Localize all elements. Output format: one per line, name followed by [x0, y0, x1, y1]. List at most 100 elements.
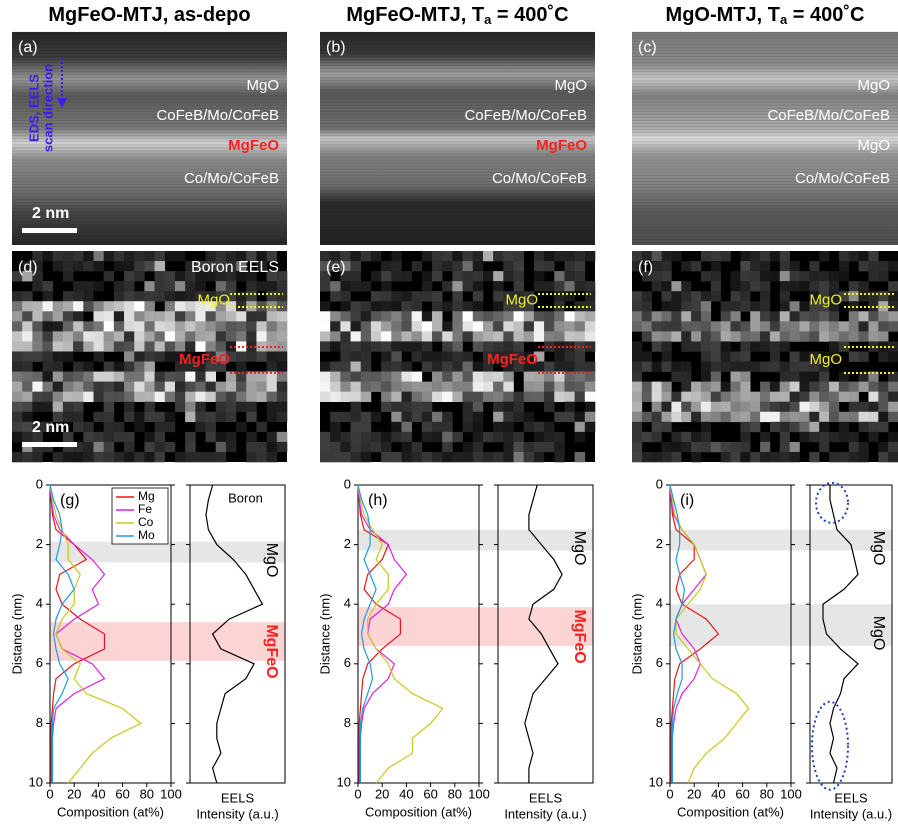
eels-pixel [22, 261, 33, 272]
layer-band [50, 541, 285, 563]
eels-pixel [340, 331, 351, 342]
eels-pixel [225, 381, 237, 392]
eels-pixel [370, 331, 382, 342]
eels-pixel [62, 451, 74, 463]
eels-pixel [462, 321, 474, 332]
eels-pixel [370, 411, 382, 423]
eels-pixel [154, 341, 166, 352]
eels-pixel [671, 441, 682, 453]
panel-label: (d) [18, 259, 38, 276]
eels-pixel [819, 421, 830, 433]
y-tick-label: 0 [344, 476, 351, 491]
eels-pixel [710, 391, 721, 403]
eels-pixel [554, 451, 565, 463]
eels-pixel [134, 301, 145, 312]
eels-pixel [789, 411, 800, 423]
eels-pixel [888, 381, 898, 392]
eels-pixel [185, 361, 196, 372]
eels-pixel [83, 261, 94, 272]
eels-pixel [185, 401, 196, 413]
eels-pixel [32, 301, 43, 312]
eels-pixel [789, 391, 800, 403]
eels-pixel [52, 321, 64, 332]
eels-pixel [513, 391, 525, 403]
eels-pixel [93, 301, 104, 312]
eels-pixel [442, 281, 453, 292]
eels-pixel [12, 341, 23, 352]
eels-pixel [523, 381, 535, 392]
eels-pixel [205, 311, 217, 322]
eels-pixel [124, 251, 135, 262]
eels-pixel [710, 341, 721, 352]
eels-pixel [493, 301, 504, 312]
x-tick-label: 20 [687, 786, 701, 801]
eels-pixel [868, 371, 879, 382]
eels-pixel [710, 361, 721, 372]
eels-pixel [225, 401, 237, 413]
eels-pixel [113, 291, 125, 302]
eels-pixel [691, 301, 702, 312]
eels-pixel [266, 441, 278, 453]
eels-pixel [681, 441, 692, 453]
eels-pixel [533, 441, 545, 453]
eels-pixel [52, 451, 64, 463]
y-tick-label: 6 [656, 655, 663, 670]
eels-pixel [52, 261, 64, 272]
eels-pixel [391, 451, 402, 463]
eels-pixel [710, 321, 721, 332]
eels-pixel [236, 371, 247, 382]
eels-pixel [462, 381, 474, 392]
eels-pixel [878, 401, 889, 413]
eels-pixel [350, 421, 362, 433]
eels-pixel [432, 421, 443, 433]
eels-pixel [195, 291, 206, 302]
eels-pixel [391, 401, 402, 413]
eels-pixel [819, 281, 830, 292]
layer-label: MgO [554, 77, 587, 94]
eels-pixel [472, 251, 484, 262]
eels-pixel [720, 351, 731, 362]
eels-pixel [411, 301, 423, 312]
eels-pixel [533, 321, 545, 332]
eels-pixel [493, 281, 504, 292]
eels-pixel [195, 411, 206, 423]
eels-pixel [888, 401, 898, 413]
eels-pixel [381, 271, 392, 282]
eels-pixel [564, 401, 575, 413]
eels-pixel [113, 451, 125, 463]
eels-pixel [62, 411, 74, 423]
eels-pixel [144, 281, 155, 292]
profile-line [669, 484, 686, 783]
eels-pixel [381, 351, 392, 362]
eels-pixel [829, 301, 840, 312]
eels-pixel [411, 261, 423, 272]
eels-pixel [124, 401, 135, 413]
map-layer-label: MgO [809, 351, 842, 368]
eels-pixel [432, 371, 443, 382]
eels-pixel [700, 331, 712, 342]
eels-pixel [421, 351, 433, 362]
y-tick-label: 0 [36, 476, 43, 491]
profile-line [524, 484, 563, 783]
eels-pixel [829, 281, 840, 292]
eels-pixel [691, 331, 702, 342]
eels-pixel [215, 331, 227, 342]
eels-pixel [320, 281, 331, 292]
eels-pixel [154, 351, 166, 362]
eels-pixel [651, 281, 662, 292]
eels-pixel [134, 291, 145, 302]
eels-pixel [858, 291, 869, 302]
band-label: MgFeO [263, 624, 280, 678]
eels-pixel [442, 321, 453, 332]
eels-pixel [829, 271, 840, 282]
eels-pixel [632, 401, 643, 413]
eels-pixel [829, 401, 840, 413]
eels-pixel [411, 291, 423, 302]
eels-pixel [809, 371, 820, 382]
eels-pixel [799, 431, 810, 443]
eels-pixel [503, 301, 514, 312]
eels-pixel [888, 431, 898, 443]
eels-pixel [103, 431, 115, 443]
eels-pixel [73, 261, 84, 272]
eels-pixel [740, 321, 751, 332]
